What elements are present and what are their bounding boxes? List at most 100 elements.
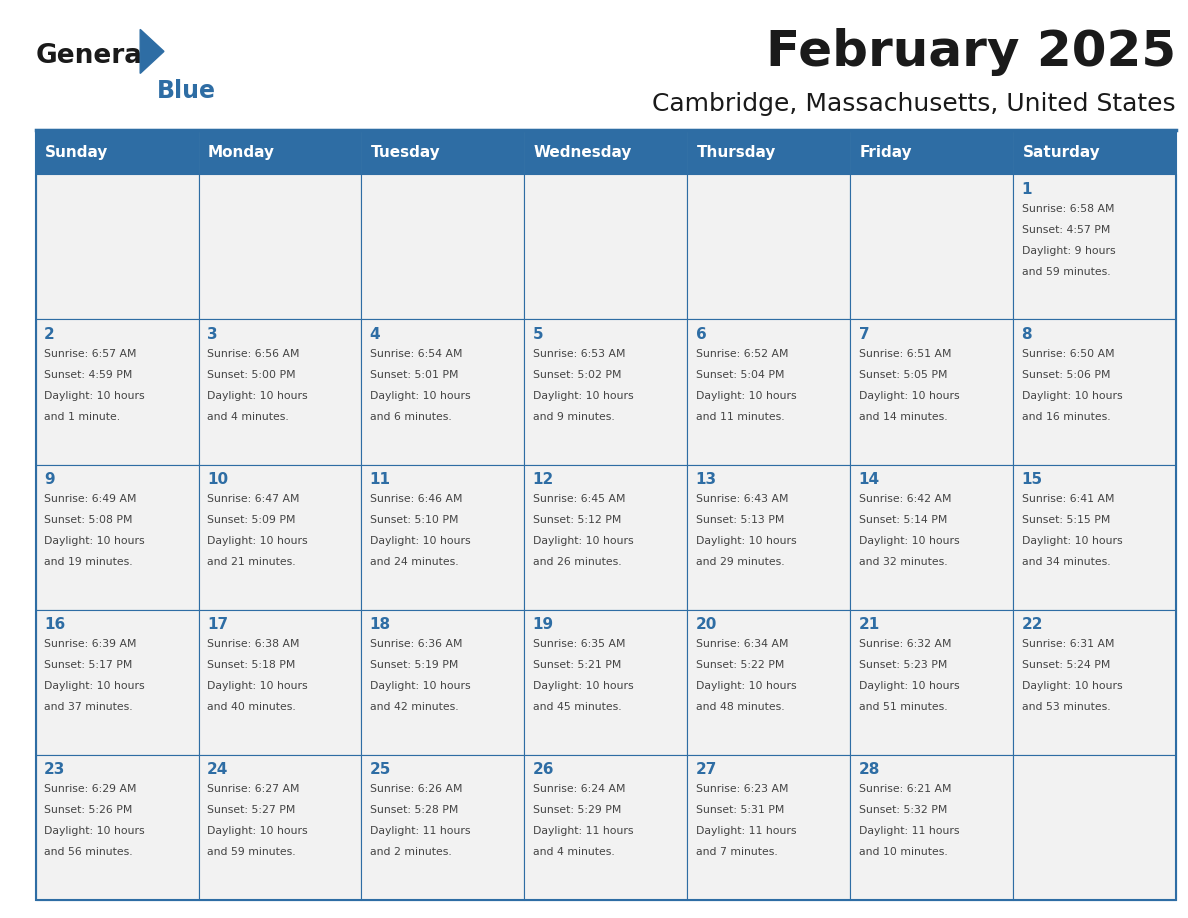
Text: Sunset: 5:19 PM: Sunset: 5:19 PM xyxy=(369,660,459,670)
Text: 6: 6 xyxy=(696,327,707,341)
Text: Daylight: 10 hours: Daylight: 10 hours xyxy=(44,681,145,691)
Text: Sunrise: 6:31 AM: Sunrise: 6:31 AM xyxy=(1022,639,1114,649)
Text: Sunrise: 6:43 AM: Sunrise: 6:43 AM xyxy=(696,494,788,504)
Text: Sunrise: 6:21 AM: Sunrise: 6:21 AM xyxy=(859,784,952,794)
Text: Sunset: 5:32 PM: Sunset: 5:32 PM xyxy=(859,805,947,815)
Text: Sunset: 5:10 PM: Sunset: 5:10 PM xyxy=(369,515,459,525)
Text: 26: 26 xyxy=(532,762,555,777)
Text: Daylight: 10 hours: Daylight: 10 hours xyxy=(44,391,145,401)
Text: Sunset: 5:26 PM: Sunset: 5:26 PM xyxy=(44,805,132,815)
Text: 8: 8 xyxy=(1022,327,1032,341)
Text: Sunrise: 6:56 AM: Sunrise: 6:56 AM xyxy=(207,349,299,359)
Text: and 32 minutes.: and 32 minutes. xyxy=(859,557,947,567)
Text: Sunrise: 6:39 AM: Sunrise: 6:39 AM xyxy=(44,639,137,649)
Text: Sunrise: 6:58 AM: Sunrise: 6:58 AM xyxy=(1022,204,1114,214)
Text: Sunrise: 6:27 AM: Sunrise: 6:27 AM xyxy=(207,784,299,794)
Text: Daylight: 9 hours: Daylight: 9 hours xyxy=(1022,246,1116,256)
FancyBboxPatch shape xyxy=(36,755,198,900)
FancyBboxPatch shape xyxy=(361,319,524,465)
FancyBboxPatch shape xyxy=(361,174,524,319)
Text: 15: 15 xyxy=(1022,472,1043,487)
FancyBboxPatch shape xyxy=(198,174,361,319)
Text: Sunrise: 6:49 AM: Sunrise: 6:49 AM xyxy=(44,494,137,504)
Text: Daylight: 10 hours: Daylight: 10 hours xyxy=(369,391,470,401)
Text: and 11 minutes.: and 11 minutes. xyxy=(696,412,784,422)
FancyBboxPatch shape xyxy=(361,610,524,755)
Text: Sunset: 5:12 PM: Sunset: 5:12 PM xyxy=(532,515,621,525)
Text: Sunrise: 6:42 AM: Sunrise: 6:42 AM xyxy=(859,494,952,504)
FancyBboxPatch shape xyxy=(198,610,361,755)
FancyBboxPatch shape xyxy=(851,755,1013,900)
FancyBboxPatch shape xyxy=(688,174,851,319)
Text: Daylight: 10 hours: Daylight: 10 hours xyxy=(207,536,308,546)
Text: 3: 3 xyxy=(207,327,217,341)
Text: 11: 11 xyxy=(369,472,391,487)
Text: Daylight: 11 hours: Daylight: 11 hours xyxy=(532,826,633,836)
Text: Sunset: 5:17 PM: Sunset: 5:17 PM xyxy=(44,660,132,670)
Text: Sunrise: 6:41 AM: Sunrise: 6:41 AM xyxy=(1022,494,1114,504)
Text: Cambridge, Massachusetts, United States: Cambridge, Massachusetts, United States xyxy=(652,92,1176,116)
Text: Sunset: 5:21 PM: Sunset: 5:21 PM xyxy=(532,660,621,670)
Text: Sunrise: 6:36 AM: Sunrise: 6:36 AM xyxy=(369,639,462,649)
FancyBboxPatch shape xyxy=(524,610,688,755)
FancyBboxPatch shape xyxy=(688,319,851,465)
Text: Tuesday: Tuesday xyxy=(371,145,441,160)
Text: 27: 27 xyxy=(696,762,718,777)
Text: Sunset: 5:29 PM: Sunset: 5:29 PM xyxy=(532,805,621,815)
Text: 7: 7 xyxy=(859,327,870,341)
FancyBboxPatch shape xyxy=(524,174,688,319)
FancyBboxPatch shape xyxy=(688,130,851,174)
FancyBboxPatch shape xyxy=(851,465,1013,610)
Text: 24: 24 xyxy=(207,762,228,777)
Text: and 56 minutes.: and 56 minutes. xyxy=(44,847,133,857)
Text: 12: 12 xyxy=(532,472,554,487)
Text: Sunset: 4:57 PM: Sunset: 4:57 PM xyxy=(1022,225,1110,235)
Text: Sunrise: 6:23 AM: Sunrise: 6:23 AM xyxy=(696,784,788,794)
Text: Daylight: 10 hours: Daylight: 10 hours xyxy=(1022,391,1123,401)
Text: Daylight: 10 hours: Daylight: 10 hours xyxy=(532,681,633,691)
FancyBboxPatch shape xyxy=(36,130,198,174)
FancyBboxPatch shape xyxy=(688,610,851,755)
FancyBboxPatch shape xyxy=(851,319,1013,465)
Text: and 9 minutes.: and 9 minutes. xyxy=(532,412,614,422)
Text: Sunrise: 6:29 AM: Sunrise: 6:29 AM xyxy=(44,784,137,794)
Text: Sunset: 5:06 PM: Sunset: 5:06 PM xyxy=(1022,370,1110,380)
Text: and 4 minutes.: and 4 minutes. xyxy=(207,412,289,422)
Text: Daylight: 10 hours: Daylight: 10 hours xyxy=(859,681,959,691)
Text: Daylight: 10 hours: Daylight: 10 hours xyxy=(532,536,633,546)
FancyBboxPatch shape xyxy=(198,755,361,900)
Text: Sunrise: 6:32 AM: Sunrise: 6:32 AM xyxy=(859,639,952,649)
Text: Sunrise: 6:46 AM: Sunrise: 6:46 AM xyxy=(369,494,462,504)
Text: Sunset: 5:01 PM: Sunset: 5:01 PM xyxy=(369,370,459,380)
Text: Sunrise: 6:51 AM: Sunrise: 6:51 AM xyxy=(859,349,952,359)
Text: Sunrise: 6:50 AM: Sunrise: 6:50 AM xyxy=(1022,349,1114,359)
Text: Blue: Blue xyxy=(157,79,216,103)
Text: and 26 minutes.: and 26 minutes. xyxy=(532,557,621,567)
Text: Daylight: 10 hours: Daylight: 10 hours xyxy=(44,826,145,836)
Text: Sunset: 5:24 PM: Sunset: 5:24 PM xyxy=(1022,660,1110,670)
Text: Daylight: 10 hours: Daylight: 10 hours xyxy=(1022,681,1123,691)
Text: Sunrise: 6:26 AM: Sunrise: 6:26 AM xyxy=(369,784,462,794)
Text: Friday: Friday xyxy=(860,145,912,160)
Text: Sunrise: 6:34 AM: Sunrise: 6:34 AM xyxy=(696,639,788,649)
Text: and 7 minutes.: and 7 minutes. xyxy=(696,847,777,857)
Text: February 2025: February 2025 xyxy=(766,28,1176,75)
Text: Daylight: 10 hours: Daylight: 10 hours xyxy=(532,391,633,401)
Text: Daylight: 10 hours: Daylight: 10 hours xyxy=(369,681,470,691)
FancyBboxPatch shape xyxy=(1013,755,1176,900)
Text: 19: 19 xyxy=(532,617,554,632)
FancyBboxPatch shape xyxy=(1013,610,1176,755)
FancyBboxPatch shape xyxy=(36,174,198,319)
Text: Daylight: 10 hours: Daylight: 10 hours xyxy=(369,536,470,546)
Text: Sunset: 5:15 PM: Sunset: 5:15 PM xyxy=(1022,515,1110,525)
Text: Daylight: 10 hours: Daylight: 10 hours xyxy=(696,681,796,691)
Text: Sunrise: 6:45 AM: Sunrise: 6:45 AM xyxy=(532,494,625,504)
Text: and 6 minutes.: and 6 minutes. xyxy=(369,412,451,422)
Text: Sunday: Sunday xyxy=(45,145,108,160)
FancyBboxPatch shape xyxy=(36,465,198,610)
Text: Sunset: 5:23 PM: Sunset: 5:23 PM xyxy=(859,660,947,670)
FancyBboxPatch shape xyxy=(688,465,851,610)
Text: and 40 minutes.: and 40 minutes. xyxy=(207,702,296,712)
Text: Sunset: 5:08 PM: Sunset: 5:08 PM xyxy=(44,515,132,525)
Text: Sunset: 4:59 PM: Sunset: 4:59 PM xyxy=(44,370,132,380)
